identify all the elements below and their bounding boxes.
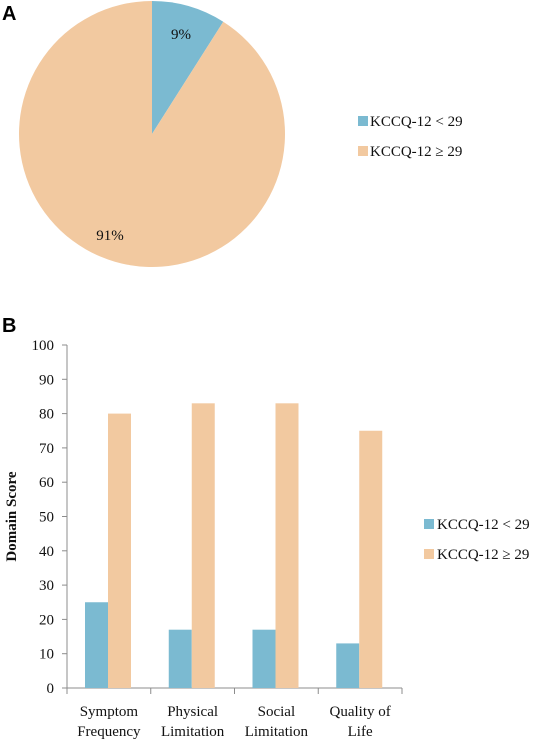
bar-high-1 <box>108 413 131 688</box>
x-tick-label: Quality of <box>330 704 391 720</box>
y-tick-label: 30 <box>39 578 54 594</box>
bar-low-3 <box>252 629 276 688</box>
bar-legend-label: KCCQ-12 < 29 <box>437 517 530 533</box>
panel-a-label: A <box>2 3 17 25</box>
x-tick-label: Limitation <box>161 724 225 740</box>
x-tick-label: Frequency <box>77 724 141 740</box>
y-tick-label: 20 <box>39 612 54 628</box>
pie-value-label: 91% <box>96 228 124 244</box>
bar-high-4 <box>359 430 383 688</box>
pie-legend-swatch <box>358 146 368 156</box>
pie-legend-swatch <box>358 116 368 126</box>
y-tick-label: 100 <box>32 338 55 354</box>
x-tick-label: Symptom <box>80 704 139 720</box>
pie-value-label: 9% <box>171 27 191 43</box>
bar-high-3 <box>275 403 299 688</box>
bar-high-2 <box>191 403 215 688</box>
pie-legend-label: KCCQ-12 ≥ 29 <box>370 144 462 160</box>
x-tick-label: Social <box>258 704 296 720</box>
x-tick-label: Limitation <box>245 724 309 740</box>
x-tick-label: Physical <box>167 704 218 720</box>
bar-low-2 <box>168 629 192 688</box>
y-tick-label: 60 <box>39 475 54 491</box>
x-tick-label: Life <box>348 724 373 740</box>
bar-low-4 <box>336 643 360 688</box>
bar-low-1 <box>85 602 108 688</box>
y-tick-label: 90 <box>39 372 54 388</box>
y-tick-label: 70 <box>39 441 54 457</box>
y-tick-label: 50 <box>39 510 54 526</box>
y-tick-label: 40 <box>39 544 54 560</box>
y-tick-label: 80 <box>39 407 54 423</box>
pie-slice-1 <box>152 1 224 134</box>
pie-slice-2 <box>19 1 285 267</box>
pie-chart: 9% 91% KCCQ-12 < 29 KCCQ-12 ≥ 29 <box>19 1 463 267</box>
y-tick-label: 0 <box>47 681 55 697</box>
bar-legend-label: KCCQ-12 ≥ 29 <box>437 547 529 563</box>
panel-b-label: B <box>2 315 17 337</box>
bar-legend-swatch <box>424 519 434 529</box>
y-axis-label: Domain Score <box>4 471 20 561</box>
pie-legend-label: KCCQ-12 < 29 <box>370 114 463 130</box>
bar-legend-swatch <box>424 549 434 559</box>
y-tick-label: 10 <box>39 647 54 663</box>
bar-chart: 0 10 20 30 40 50 60 70 80 90 100 Domain Score Sympto… <box>4 338 530 740</box>
